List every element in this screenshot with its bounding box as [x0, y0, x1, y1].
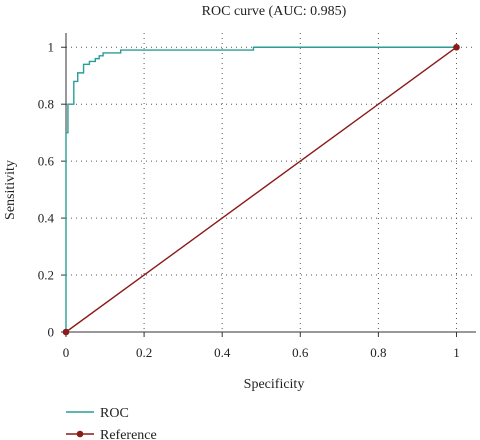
- x-ticks: 0 0.2 0.4 0.6 0.8 1: [63, 332, 460, 360]
- y-axis-title: Sensitivity: [3, 160, 18, 220]
- roc-line: [65, 46, 457, 332]
- legend: ROC Reference: [66, 406, 157, 440]
- y-tick-label: 0.6: [38, 154, 55, 169]
- y-tick-label: 0.4: [38, 211, 55, 226]
- x-tick-label: 0.4: [214, 345, 231, 360]
- y-tick-label: 1: [48, 40, 55, 55]
- x-axis-title: Specificity: [244, 377, 305, 392]
- x-tick-label: 0: [63, 345, 70, 360]
- reference-point: [62, 328, 70, 336]
- series-group: [62, 43, 460, 336]
- y-tick-label: 0: [48, 325, 55, 340]
- x-tick-label: 0.2: [136, 345, 152, 360]
- y-tick-label: 0.8: [38, 97, 54, 112]
- x-tick-label: 0.6: [292, 345, 309, 360]
- y-tick-label: 0.2: [38, 268, 54, 283]
- reference-line: [65, 46, 457, 333]
- legend-label-roc: ROC: [100, 406, 129, 421]
- x-tick-label: 1: [453, 345, 460, 360]
- y-ticks: 0 0.2 0.4 0.6 0.8 1: [38, 40, 66, 340]
- reference-point: [453, 43, 460, 51]
- chart-title: ROC curve (AUC: 0.985): [202, 4, 347, 19]
- legend-marker-reference: [76, 430, 84, 438]
- legend-label-reference: Reference: [100, 428, 157, 440]
- x-tick-label: 0.8: [370, 345, 386, 360]
